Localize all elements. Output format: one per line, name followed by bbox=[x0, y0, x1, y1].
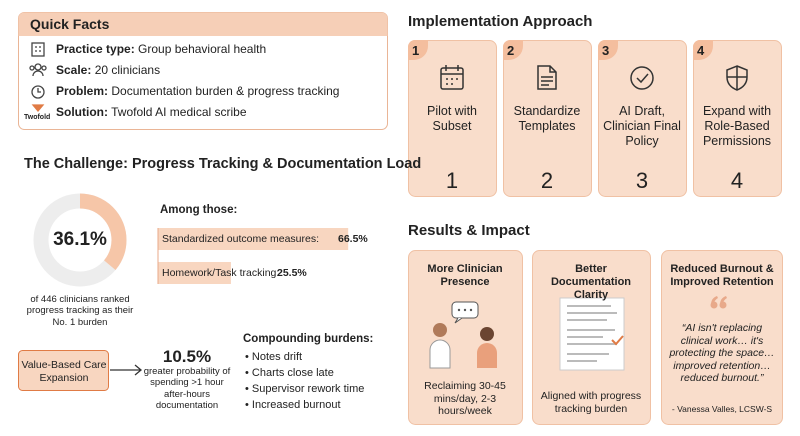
step-number: 4 bbox=[697, 43, 705, 58]
bar-value: 25.5% bbox=[277, 267, 307, 279]
fact: Problem: Documentation burden & progress… bbox=[56, 84, 339, 98]
fact-text: Twofold AI medical scribe bbox=[111, 105, 247, 119]
bullet: • Notes drift bbox=[245, 351, 303, 363]
quote-mark bbox=[710, 296, 727, 309]
value-based-label: Value-Based Care Expansion bbox=[21, 359, 107, 384]
stat-text: greater probability of spending >1 hour … bbox=[143, 366, 231, 412]
fact: Scale: 20 clinicians bbox=[56, 63, 160, 77]
result-title: Better Documentation Clarity bbox=[550, 263, 632, 302]
bar-value: 66.5% bbox=[338, 233, 368, 245]
bar bbox=[158, 262, 231, 284]
fact-label: Practice type: bbox=[56, 42, 135, 56]
bullet: • Charts close late bbox=[245, 367, 334, 379]
icons bbox=[29, 42, 47, 113]
donut-caption: of 446 clinicians ranked progress tracki… bbox=[26, 294, 134, 328]
value-based-box bbox=[18, 350, 109, 391]
implementation-title: Implementation Approach bbox=[408, 13, 593, 30]
bullet-text: Charts close late bbox=[251, 367, 334, 379]
step-number: 1 bbox=[412, 43, 420, 58]
fact: Solution: Twofold AI medical scribe bbox=[56, 105, 247, 119]
fact-label: Scale: bbox=[56, 63, 92, 77]
result-quote: “AI isn't replacing clinical work… it's … bbox=[669, 322, 775, 385]
step-big-number: 3 bbox=[635, 168, 649, 193]
donut-arc bbox=[33, 193, 127, 287]
compounding-title: Compounding burdens: bbox=[243, 333, 374, 345]
bullet-text: Notes drift bbox=[251, 351, 303, 363]
challenge-title: The Challenge: Progress Tracking & Docum… bbox=[24, 156, 422, 172]
step-tabs bbox=[408, 40, 713, 60]
result-title: More Clinician Presence bbox=[427, 263, 503, 289]
result-caption: - Vanessa Valles, LCSW-S bbox=[671, 404, 773, 414]
bullet: • Supervisor rework time bbox=[245, 383, 365, 395]
result-caption: Reclaiming 30-45 mins/day, 2-3 hours/wee… bbox=[424, 380, 506, 418]
bullet-text: Supervisor rework time bbox=[251, 383, 365, 395]
bullet-text: Increased burnout bbox=[251, 399, 341, 411]
step-big-number: 1 bbox=[445, 168, 459, 193]
fact-text: Documentation burden & progress tracking bbox=[111, 84, 340, 98]
stat-label: 10.5% bbox=[162, 347, 212, 366]
result-title: Reduced Burnout & Improved Retention bbox=[670, 263, 774, 289]
fact-label: Problem: bbox=[56, 84, 109, 98]
quick-facts-title: Quick Facts bbox=[30, 16, 110, 32]
bar-label: Standardized outcome measures: bbox=[162, 233, 320, 245]
step-text: AI Draft, Clinician Final Policy bbox=[603, 104, 681, 148]
bar bbox=[158, 228, 349, 250]
result-caption: Aligned with progress tracking burden bbox=[540, 390, 642, 415]
step-text: Pilot with Subset bbox=[426, 104, 478, 133]
logo-text: Twofold bbox=[24, 114, 51, 121]
fact-text: 20 clinicians bbox=[94, 63, 161, 77]
step-number: 3 bbox=[602, 43, 610, 58]
donut-label: 36.1% bbox=[53, 229, 107, 250]
quick-facts-header bbox=[18, 12, 388, 36]
bullet: • Increased burnout bbox=[245, 399, 341, 411]
results-title: Results & Impact bbox=[408, 222, 530, 239]
bar-label: Homework/Task tracking: bbox=[162, 267, 280, 279]
step-big-number: 4 bbox=[730, 168, 744, 193]
arrow bbox=[110, 364, 143, 376]
result-cards bbox=[408, 250, 783, 425]
among-title: Among those: bbox=[160, 204, 238, 216]
step-text: Expand with Role-Based Permissions bbox=[702, 104, 772, 148]
step-cards bbox=[408, 40, 782, 197]
step-big-number: 2 bbox=[540, 168, 554, 193]
step-icons bbox=[440, 65, 748, 91]
document bbox=[559, 297, 625, 371]
step-number: 2 bbox=[507, 43, 515, 58]
step-text: Standardize Templates bbox=[513, 104, 581, 133]
illustration bbox=[429, 301, 497, 369]
fact: Practice type: Group behavioral health bbox=[56, 42, 266, 56]
fact-label: Solution: bbox=[56, 105, 108, 119]
fact-text: Group behavioral health bbox=[138, 42, 267, 56]
